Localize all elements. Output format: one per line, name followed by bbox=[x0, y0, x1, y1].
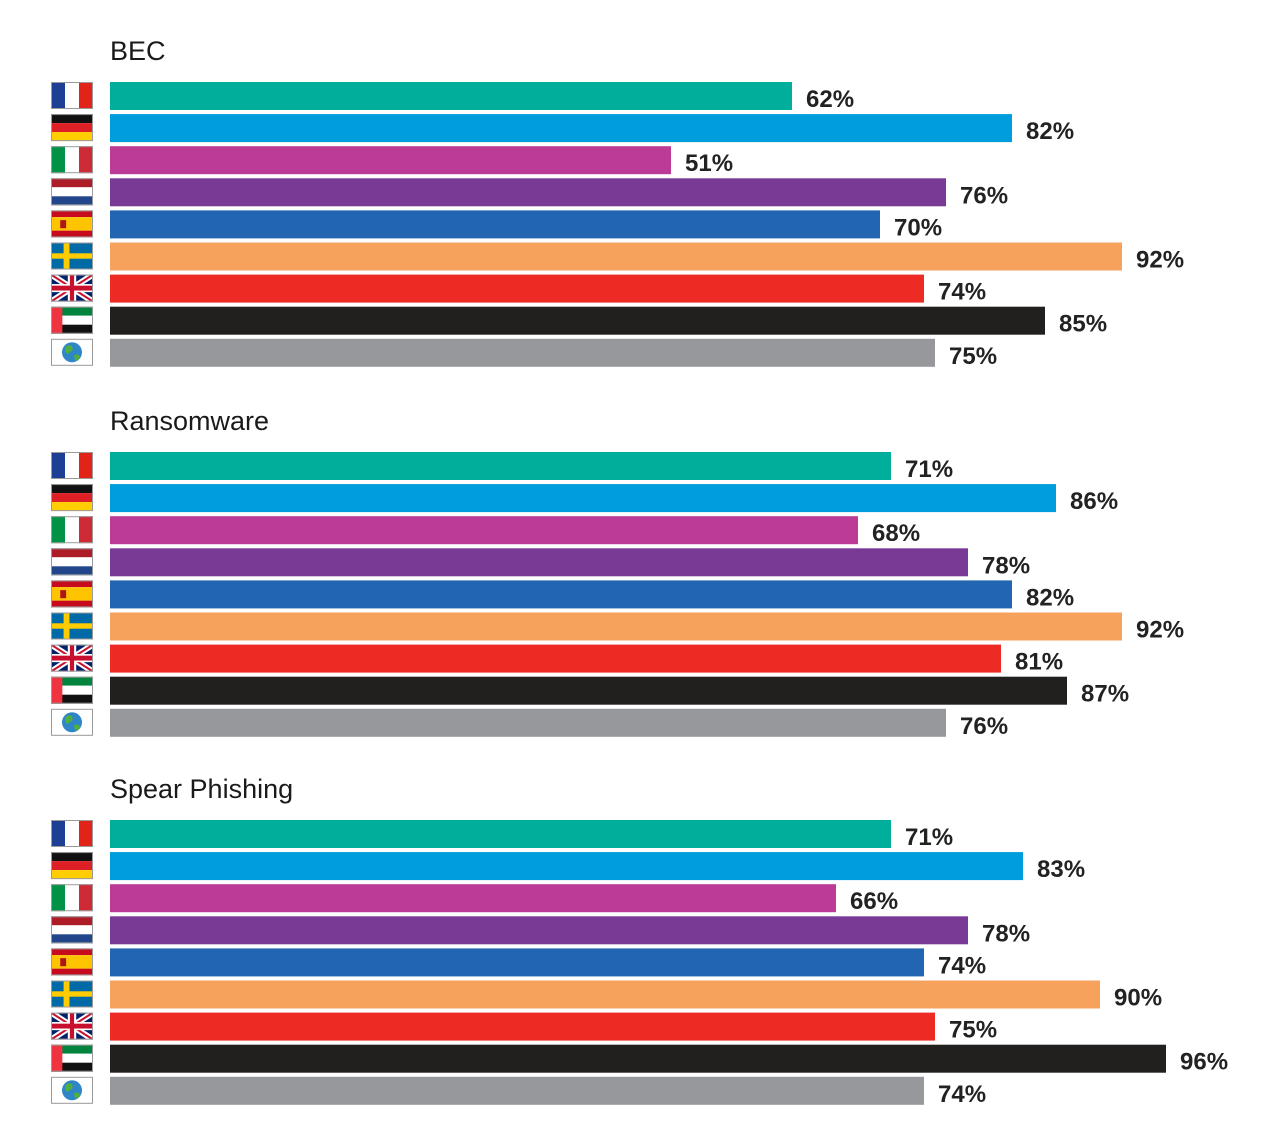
globe-icon bbox=[51, 338, 93, 366]
bar bbox=[110, 114, 1012, 143]
bar bbox=[110, 242, 1122, 271]
france-flag-icon bbox=[51, 82, 93, 109]
germany-flag-icon bbox=[51, 114, 93, 142]
uk-flag-icon bbox=[51, 1012, 93, 1040]
bar bbox=[110, 274, 924, 303]
bar bbox=[110, 338, 935, 367]
data-label: 66% bbox=[850, 888, 898, 915]
bar bbox=[110, 580, 1012, 609]
bar bbox=[110, 452, 891, 480]
sweden-flag-icon bbox=[51, 980, 93, 1008]
bar bbox=[110, 980, 1100, 1009]
data-label: 85% bbox=[1059, 311, 1107, 338]
bar bbox=[110, 612, 1122, 641]
germany-flag-icon bbox=[51, 484, 93, 512]
netherlands-flag-icon bbox=[51, 916, 93, 944]
data-label: 76% bbox=[960, 713, 1008, 740]
uae-flag-icon bbox=[51, 306, 93, 334]
data-label: 68% bbox=[872, 520, 920, 547]
netherlands-flag-icon bbox=[51, 178, 93, 206]
data-label: 74% bbox=[938, 1081, 986, 1108]
data-label: 71% bbox=[905, 456, 953, 483]
data-label: 87% bbox=[1081, 681, 1129, 708]
bar bbox=[110, 820, 891, 848]
netherlands-flag-icon bbox=[51, 548, 93, 576]
france-flag-icon bbox=[51, 820, 93, 847]
bar bbox=[110, 178, 946, 207]
spain-flag-icon bbox=[51, 948, 93, 976]
bar bbox=[110, 1012, 935, 1041]
data-label: 90% bbox=[1114, 985, 1162, 1012]
bar bbox=[110, 484, 1056, 513]
data-label: 71% bbox=[905, 824, 953, 851]
sweden-flag-icon bbox=[51, 242, 93, 270]
sweden-flag-icon bbox=[51, 612, 93, 640]
bar bbox=[110, 210, 880, 239]
bar bbox=[110, 82, 792, 110]
chart-panel: Ransomware 71% 86% 68% 78% 82% 92% 81% 87% 76% bbox=[51, 406, 1184, 740]
bar bbox=[110, 708, 946, 737]
data-label: 51% bbox=[685, 150, 733, 177]
data-label: 74% bbox=[938, 952, 986, 979]
globe-icon bbox=[51, 708, 93, 736]
bar bbox=[110, 1076, 924, 1105]
italy-flag-icon bbox=[51, 146, 93, 174]
panel-title: Ransomware bbox=[110, 406, 269, 436]
bar bbox=[110, 884, 836, 913]
bar bbox=[110, 948, 924, 977]
panel-title: Spear Phishing bbox=[110, 774, 293, 804]
bar bbox=[110, 516, 858, 545]
data-label: 75% bbox=[949, 343, 997, 370]
bar bbox=[110, 916, 968, 945]
data-label: 83% bbox=[1037, 856, 1085, 883]
bar bbox=[110, 644, 1001, 673]
uae-flag-icon bbox=[51, 676, 93, 704]
bar bbox=[110, 1044, 1166, 1073]
data-label: 81% bbox=[1015, 649, 1063, 676]
bar bbox=[110, 548, 968, 577]
data-label: 86% bbox=[1070, 488, 1118, 515]
bar bbox=[110, 306, 1045, 335]
bar bbox=[110, 852, 1023, 881]
data-label: 78% bbox=[982, 920, 1030, 947]
uk-flag-icon bbox=[51, 274, 93, 302]
chart-panel: BEC 62% 82% 51% 76% 70% 92% 74% 85% 75% bbox=[51, 36, 1184, 370]
data-label: 92% bbox=[1136, 617, 1184, 644]
panel-title: BEC bbox=[110, 36, 166, 66]
spain-flag-icon bbox=[51, 210, 93, 238]
spain-flag-icon bbox=[51, 580, 93, 608]
italy-flag-icon bbox=[51, 884, 93, 912]
france-flag-icon bbox=[51, 452, 93, 479]
data-label: 92% bbox=[1136, 247, 1184, 274]
data-label: 75% bbox=[949, 1017, 997, 1044]
data-label: 74% bbox=[938, 279, 986, 306]
globe-icon bbox=[51, 1076, 93, 1104]
data-label: 82% bbox=[1026, 118, 1074, 145]
italy-flag-icon bbox=[51, 516, 93, 544]
data-label: 78% bbox=[982, 552, 1030, 579]
data-label: 62% bbox=[806, 86, 854, 113]
germany-flag-icon bbox=[51, 852, 93, 880]
data-label: 76% bbox=[960, 182, 1008, 209]
chart-panel: Spear Phishing 71% 83% 66% 78% 74% 90% 75% 96% 74… bbox=[51, 774, 1228, 1108]
data-label: 96% bbox=[1180, 1049, 1228, 1076]
uk-flag-icon bbox=[51, 644, 93, 672]
data-label: 70% bbox=[894, 214, 942, 241]
uae-flag-icon bbox=[51, 1044, 93, 1072]
bar bbox=[110, 146, 671, 175]
data-label: 82% bbox=[1026, 584, 1074, 611]
bar bbox=[110, 676, 1067, 705]
